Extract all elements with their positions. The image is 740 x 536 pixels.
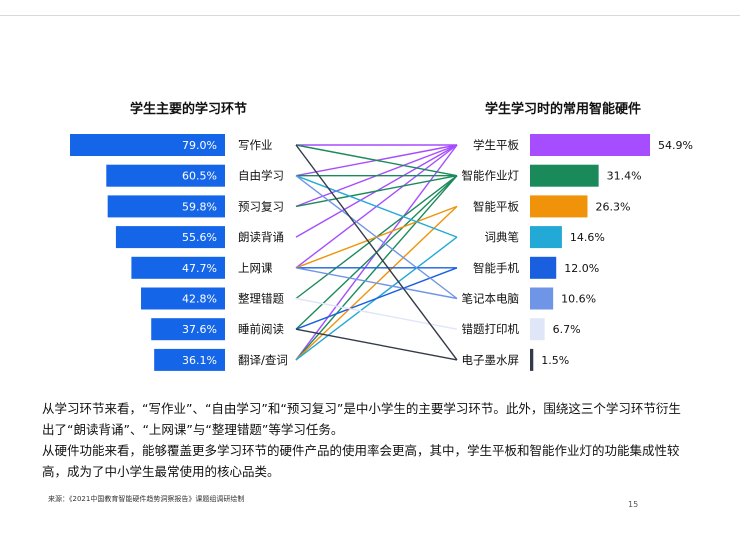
- left-category-label: 写作业: [238, 138, 273, 152]
- link-line: [295, 144, 458, 361]
- left-category-label: 自由学习: [238, 169, 284, 183]
- left-bar-value: 47.7%: [182, 262, 217, 275]
- left-bar-value: 60.5%: [182, 170, 217, 183]
- right-bar-value: 1.5%: [541, 354, 569, 367]
- right-bar: [530, 164, 599, 187]
- learning-hardware-chart: 79.0% 写作业 60.5% 自由学习 59.8% 预习复习 55.6% 朗读背诵 47.7%…: [70, 134, 693, 371]
- right-category-label: 笔记本电脑: [462, 292, 520, 306]
- right-category-label: 电子墨水屏: [462, 353, 520, 367]
- left-bar: [70, 134, 225, 156]
- left-category-label: 整理错题: [238, 292, 284, 306]
- left-category-label: 预习复习: [238, 199, 284, 213]
- left-bar-chart: 79.0% 写作业 60.5% 自由学习 59.8% 预习复习 55.6% 朗读背诵 47.7%…: [70, 134, 288, 371]
- right-category-label: 学生平板: [473, 138, 519, 152]
- right-bar-chart: 54.9% 学生平板 31.4% 智能作业灯 26.3% 智能平板 14.6% 词典笔 12.0…: [462, 134, 693, 371]
- right-bar: [530, 134, 650, 156]
- link-line: [295, 175, 458, 300]
- page-number: 15: [628, 500, 639, 509]
- link-lines: [295, 144, 458, 361]
- link-line: [295, 267, 458, 330]
- analysis-paragraph-1: 从学习环节来看，“写作业”、“自由学习”和“预习复习”是中小学生的主要学习环节。…: [42, 401, 681, 437]
- link-line: [295, 175, 458, 238]
- right-bar-value: 14.6%: [570, 231, 605, 244]
- left-bar: [106, 164, 225, 187]
- left-bar-value: 37.6%: [182, 323, 217, 336]
- right-bar-value: 6.7%: [553, 323, 581, 336]
- left-bar-value: 42.8%: [182, 293, 217, 306]
- left-category-label: 翻译/查词: [238, 353, 288, 367]
- link-line: [295, 175, 458, 208]
- right-bar: [530, 256, 557, 279]
- link-line: [295, 328, 458, 361]
- left-category-label: 朗读背诵: [238, 230, 284, 244]
- right-bar-value: 54.9%: [658, 139, 693, 152]
- left-bar-value: 79.0%: [182, 139, 217, 152]
- right-bar-value: 10.6%: [561, 293, 596, 306]
- left-bar-value: 59.8%: [182, 200, 217, 213]
- left-category-label: 睡前阅读: [238, 322, 284, 336]
- right-bar: [530, 195, 588, 218]
- right-bar-value: 12.0%: [564, 262, 599, 275]
- left-bar: [141, 287, 225, 310]
- right-bar: [530, 318, 545, 341]
- analysis-paragraph-2: 从硬件功能来看，能够覆盖更多学习环节的硬件产品的使用率会更高，其中，学生平板和智…: [42, 443, 680, 479]
- right-category-label: 错题打印机: [462, 322, 520, 336]
- right-category-label: 智能作业灯: [462, 169, 520, 183]
- left-bar-value: 36.1%: [182, 354, 217, 367]
- right-category-label: 词典笔: [485, 230, 520, 244]
- right-bar-value: 31.4%: [607, 170, 642, 183]
- left-bar: [154, 348, 225, 371]
- left-bar-value: 55.6%: [182, 231, 217, 244]
- left-bar: [131, 256, 225, 279]
- source-note: 来源：《2021中国教育智能硬件趋势洞察报告》课题组调研绘制: [48, 495, 245, 503]
- left-category-label: 上网课: [238, 261, 273, 275]
- link-line: [295, 144, 458, 177]
- right-bar: [530, 348, 534, 371]
- top-divider: [0, 15, 740, 16]
- left-bar: [151, 318, 225, 341]
- right-bar: [530, 287, 554, 310]
- right-chart-title: 学生学习时的常用智能硬件: [485, 102, 642, 117]
- left-bar: [107, 195, 225, 218]
- right-bar-value: 26.3%: [595, 200, 630, 213]
- left-bar: [115, 226, 225, 249]
- right-category-label: 智能手机: [473, 261, 519, 275]
- right-category-label: 智能平板: [473, 199, 519, 213]
- left-chart-title: 学生主要的学习环节: [130, 102, 248, 117]
- right-bar: [530, 226, 562, 249]
- link-line: [295, 297, 458, 330]
- link-line: [295, 267, 458, 300]
